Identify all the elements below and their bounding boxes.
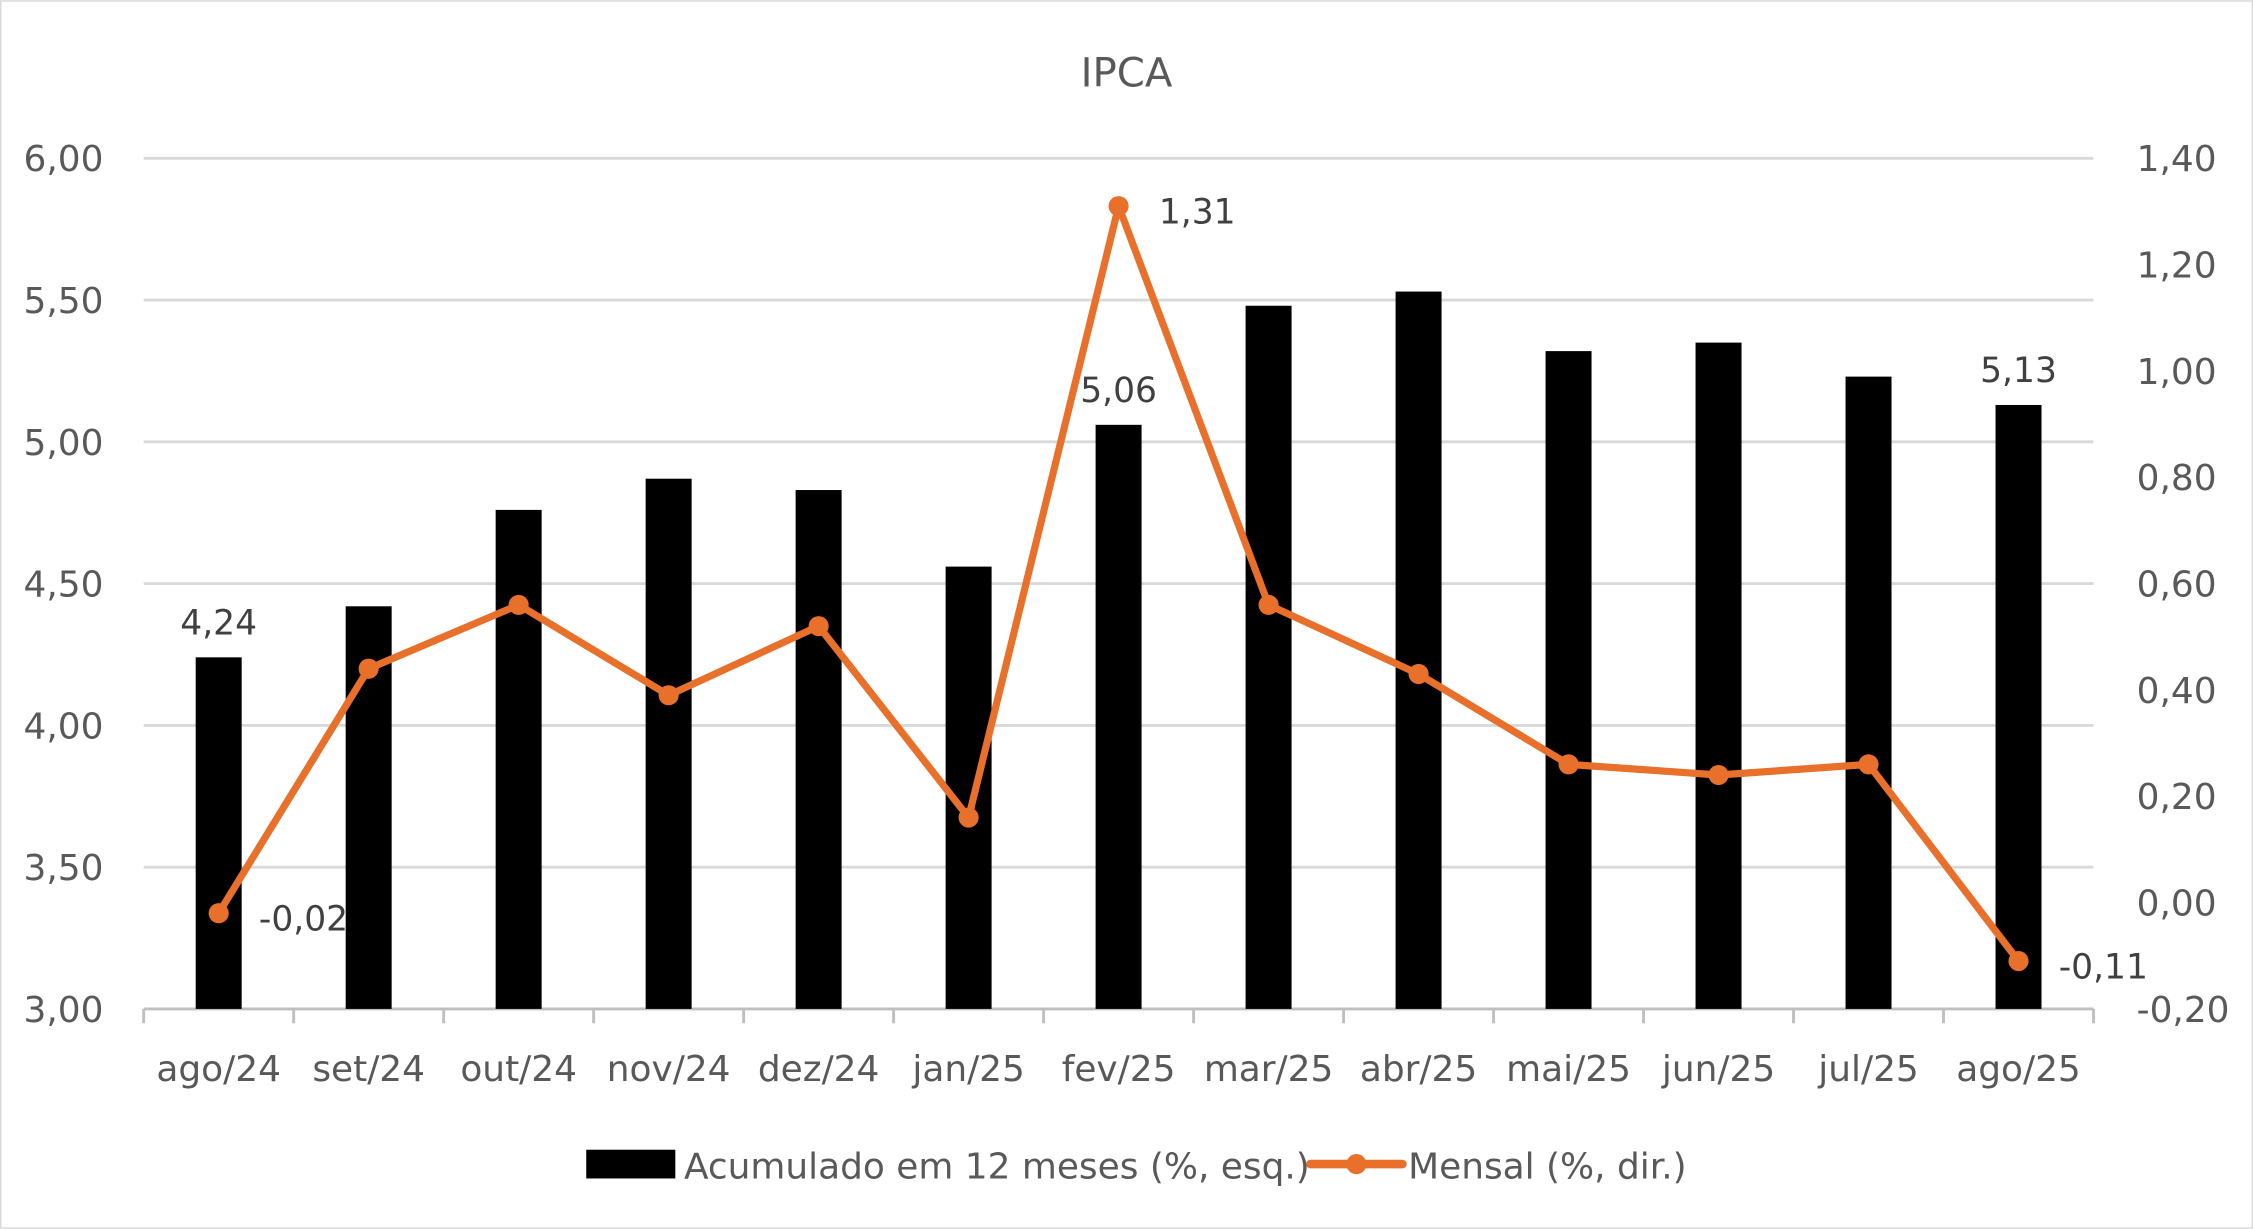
x-tick-label: mar/25 bbox=[1204, 1049, 1334, 1090]
bar-data-label: 4,24 bbox=[180, 603, 257, 643]
line-data-label: -0,02 bbox=[259, 899, 348, 939]
right-tick-label: 0,20 bbox=[2137, 777, 2217, 818]
right-tick-label: 0,80 bbox=[2137, 458, 2217, 499]
x-tick-label: ago/25 bbox=[1956, 1049, 2081, 1090]
line-data-label: 1,31 bbox=[1159, 192, 1236, 232]
x-tick-label: dez/24 bbox=[758, 1049, 880, 1090]
bar bbox=[1995, 404, 2042, 1009]
bar bbox=[945, 566, 992, 1009]
x-tick-label: out/24 bbox=[460, 1049, 577, 1090]
line-point bbox=[958, 807, 979, 828]
line-point bbox=[1258, 594, 1279, 615]
left-tick-label: 5,50 bbox=[24, 281, 104, 322]
left-tick-label: 5,00 bbox=[24, 423, 104, 464]
right-tick-label: 1,40 bbox=[2137, 139, 2217, 180]
line-point bbox=[1858, 754, 1879, 775]
legend-line-marker bbox=[1346, 1154, 1367, 1175]
line-point bbox=[508, 594, 529, 615]
bar bbox=[495, 509, 542, 1009]
line-point bbox=[1558, 754, 1579, 775]
line-point bbox=[658, 685, 679, 706]
line-point bbox=[1408, 663, 1429, 685]
bar bbox=[1095, 424, 1142, 1009]
legend-bar-swatch bbox=[586, 1149, 676, 1179]
x-tick-label: set/24 bbox=[312, 1049, 425, 1090]
line-point bbox=[358, 658, 379, 679]
left-tick-label: 3,00 bbox=[24, 990, 104, 1031]
bar bbox=[1545, 351, 1592, 1009]
left-tick-label: 4,00 bbox=[24, 706, 104, 747]
right-tick-label: 0,00 bbox=[2137, 884, 2217, 925]
legend-bar-label: Acumulado em 12 meses (%, esq.) bbox=[684, 1146, 1310, 1187]
line-point bbox=[1708, 764, 1729, 786]
chart-title: IPCA bbox=[1081, 50, 1173, 96]
left-tick-label: 6,00 bbox=[24, 139, 104, 180]
x-tick-label: jun/25 bbox=[1661, 1049, 1775, 1090]
x-tick-label: jul/25 bbox=[1817, 1049, 1918, 1090]
right-tick-label: 0,60 bbox=[2137, 565, 2217, 606]
line-point bbox=[1108, 196, 1129, 217]
x-tick-label: ago/24 bbox=[156, 1049, 281, 1090]
right-tick-label: 1,00 bbox=[2137, 352, 2217, 393]
x-tick-label: jan/25 bbox=[911, 1049, 1025, 1090]
x-tick-label: fev/25 bbox=[1062, 1049, 1176, 1090]
bar bbox=[1245, 305, 1292, 1009]
bar bbox=[645, 478, 692, 1009]
bar-data-label: 5,06 bbox=[1080, 371, 1157, 411]
line-data-label: -0,11 bbox=[2059, 947, 2148, 987]
x-tick-label: mai/25 bbox=[1506, 1049, 1631, 1090]
bar bbox=[1695, 342, 1742, 1009]
bar bbox=[1845, 376, 1892, 1009]
left-tick-label: 4,50 bbox=[24, 565, 104, 606]
bar bbox=[195, 657, 242, 1009]
bar-data-label: 5,13 bbox=[1980, 351, 2057, 391]
bar bbox=[795, 490, 842, 1009]
right-tick-label: 0,40 bbox=[2137, 671, 2217, 712]
right-tick-label: 1,20 bbox=[2137, 246, 2217, 287]
line-point bbox=[208, 903, 229, 924]
legend-line-label: Mensal (%, dir.) bbox=[1408, 1146, 1687, 1187]
line-point bbox=[2008, 951, 2029, 972]
line-point bbox=[808, 616, 829, 637]
right-tick-label: -0,20 bbox=[2137, 990, 2230, 1031]
left-tick-label: 3,50 bbox=[24, 848, 104, 889]
legend: Acumulado em 12 meses (%, esq.) Mensal (… bbox=[586, 1146, 1687, 1187]
bar bbox=[1395, 291, 1442, 1009]
x-tick-label: nov/24 bbox=[607, 1049, 731, 1090]
x-tick-label: abr/25 bbox=[1360, 1049, 1477, 1090]
